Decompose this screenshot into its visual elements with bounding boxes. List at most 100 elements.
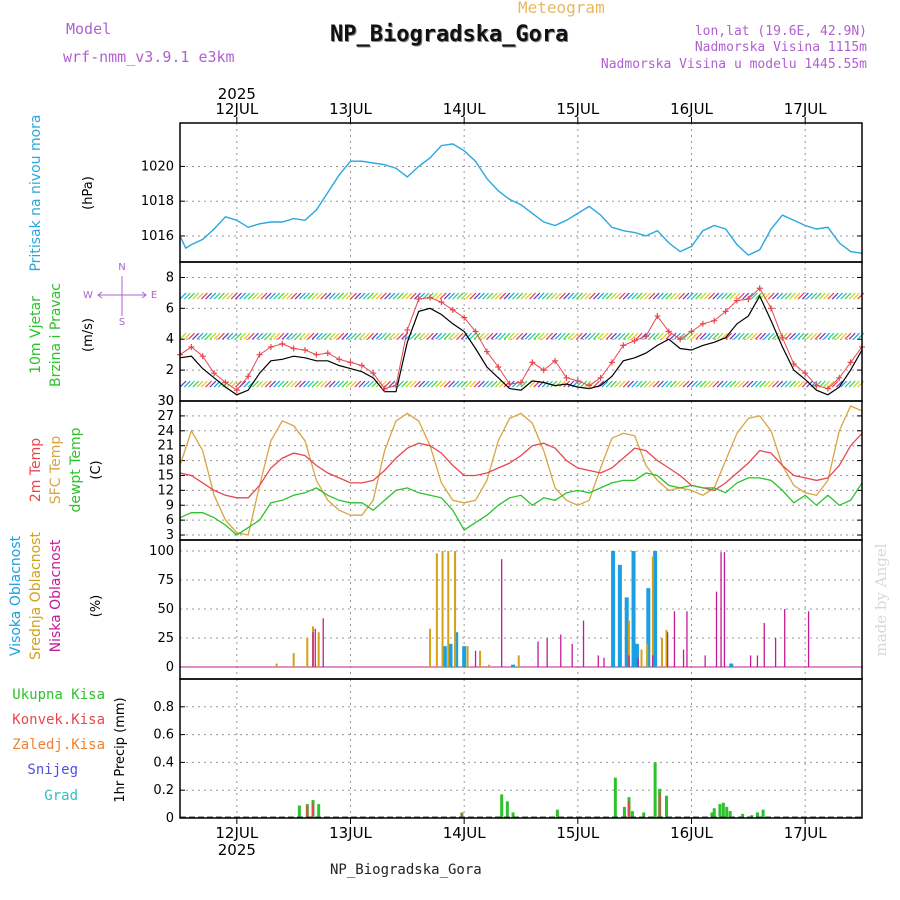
wind-barb-stroke [379, 292, 387, 300]
wind-barb-stroke [443, 332, 451, 340]
wind-barb-stroke [691, 292, 698, 300]
wind-barb-stroke [691, 332, 698, 340]
wind-barb-stroke [733, 332, 741, 340]
wind-barb-stroke [405, 292, 413, 300]
wind-barb-stroke [499, 380, 507, 388]
wind-barb-stroke [703, 332, 711, 340]
wind-barb-stroke [593, 332, 600, 340]
wind-barb-stroke [439, 380, 447, 388]
wind-barb-stroke [354, 332, 362, 340]
wind-barb-stroke [793, 292, 801, 300]
wind-barb-stroke [524, 332, 532, 340]
wind-barb-stroke [179, 292, 187, 300]
wind-barb-stroke [260, 380, 268, 388]
wind-barb-stroke [567, 332, 575, 340]
wind-barb-stroke [767, 332, 775, 340]
wind-barb-stroke [512, 292, 519, 300]
wind-barb-stroke [362, 380, 370, 388]
wind-barb-stroke [409, 292, 417, 300]
wind-barb-stroke [644, 380, 652, 388]
y-tick-label: 4 [166, 332, 174, 347]
wind-barb-stroke [750, 292, 758, 300]
wind-gust-marker [449, 306, 456, 313]
wind-barb-stroke [388, 332, 396, 340]
wind-barb-stroke [439, 332, 447, 340]
y-tick-label: 24 [157, 424, 174, 439]
wind-barb-stroke [580, 332, 588, 340]
wind-barb-stroke [733, 292, 741, 300]
y-tick-label: 21 [157, 439, 174, 454]
wind-barb-stroke [656, 380, 664, 388]
wind-barb-stroke [350, 332, 357, 340]
wind-barb-stroke [503, 292, 511, 300]
wind-barb-stroke [405, 380, 413, 388]
wind-barb-stroke [729, 292, 737, 300]
y-tick-label: 0.6 [153, 728, 174, 743]
wind-barb-stroke [324, 292, 332, 300]
wind-gust-marker [211, 370, 218, 377]
wind-barb-stroke [755, 332, 762, 340]
wind-barb-stroke [188, 292, 195, 300]
wind-barb-stroke [341, 380, 349, 388]
wind-barb-stroke [806, 332, 814, 340]
wind-barb-stroke [234, 380, 242, 388]
precip-legend-entry: Zaledj.Kisa [12, 737, 105, 753]
wind-barb-stroke [550, 292, 558, 300]
wind-barb-stroke [482, 380, 490, 388]
wind-gust-marker [438, 299, 445, 306]
wind-barb-stroke [520, 380, 528, 388]
wind-barb-stroke [230, 332, 238, 340]
cloud-axis-title-low: Niska Oblacnost [48, 539, 64, 652]
wind-barb-stroke [345, 292, 353, 300]
wind-barb-stroke [793, 332, 801, 340]
wind-barb-stroke [311, 292, 319, 300]
wind-barb-stroke [618, 332, 626, 340]
wind-barb-stroke [507, 292, 515, 300]
top-year-label: 2025 [218, 85, 256, 103]
wind-gust-marker [813, 382, 820, 389]
wind-barb-stroke [465, 292, 473, 300]
wind-barb-stroke [648, 332, 656, 340]
bottom-date-label: 14JUL [443, 824, 486, 842]
wind-barb-stroke [661, 380, 669, 388]
wind-barb-stroke [725, 332, 733, 340]
wind-barb-stroke [610, 380, 617, 388]
wind-barb-stroke [848, 332, 856, 340]
wind-barb-stroke [179, 332, 187, 340]
wind-barb-stroke [836, 292, 843, 300]
wind-barb-stroke [575, 332, 583, 340]
y-tick-label: 30 [157, 394, 174, 409]
wind-barb-stroke [729, 380, 737, 388]
precip-legend-entry: Grad [44, 788, 78, 804]
wind-barb-stroke [499, 292, 507, 300]
wind-barb-stroke [396, 332, 404, 340]
wind-gust-marker [222, 379, 229, 386]
wind-barb-stroke [469, 332, 477, 340]
wind-barb-stroke [217, 292, 225, 300]
wind-barb-stroke [260, 292, 268, 300]
wind-barb-stroke [836, 332, 843, 340]
wind-barb-stroke [644, 292, 652, 300]
wind-barb-stroke [674, 332, 681, 340]
wind-barb-stroke [281, 380, 289, 388]
wind-barb-stroke [601, 292, 609, 300]
wind-barb-stroke [435, 292, 443, 300]
wind-barb-stroke [252, 332, 259, 340]
wind-gust-marker [722, 308, 729, 315]
wind-barb-stroke [823, 332, 831, 340]
y-tick-label: 0 [166, 811, 174, 826]
wind-barb-stroke [541, 332, 549, 340]
compass-e-label: E [151, 290, 157, 301]
wind-barb-stroke [656, 332, 664, 340]
wind-barb-stroke [499, 332, 507, 340]
wind-barb-stroke [473, 292, 481, 300]
wind-barb-stroke [422, 332, 430, 340]
wind-barb-stroke [418, 380, 426, 388]
wind-gust-marker [302, 347, 309, 354]
wind-barb-stroke [290, 292, 298, 300]
wind-barb-stroke [708, 292, 715, 300]
wind-gust-marker [574, 377, 581, 384]
wind-barb-stroke [827, 380, 835, 388]
wind-barb-stroke [818, 332, 826, 340]
y-tick-label: 0.4 [153, 755, 174, 770]
